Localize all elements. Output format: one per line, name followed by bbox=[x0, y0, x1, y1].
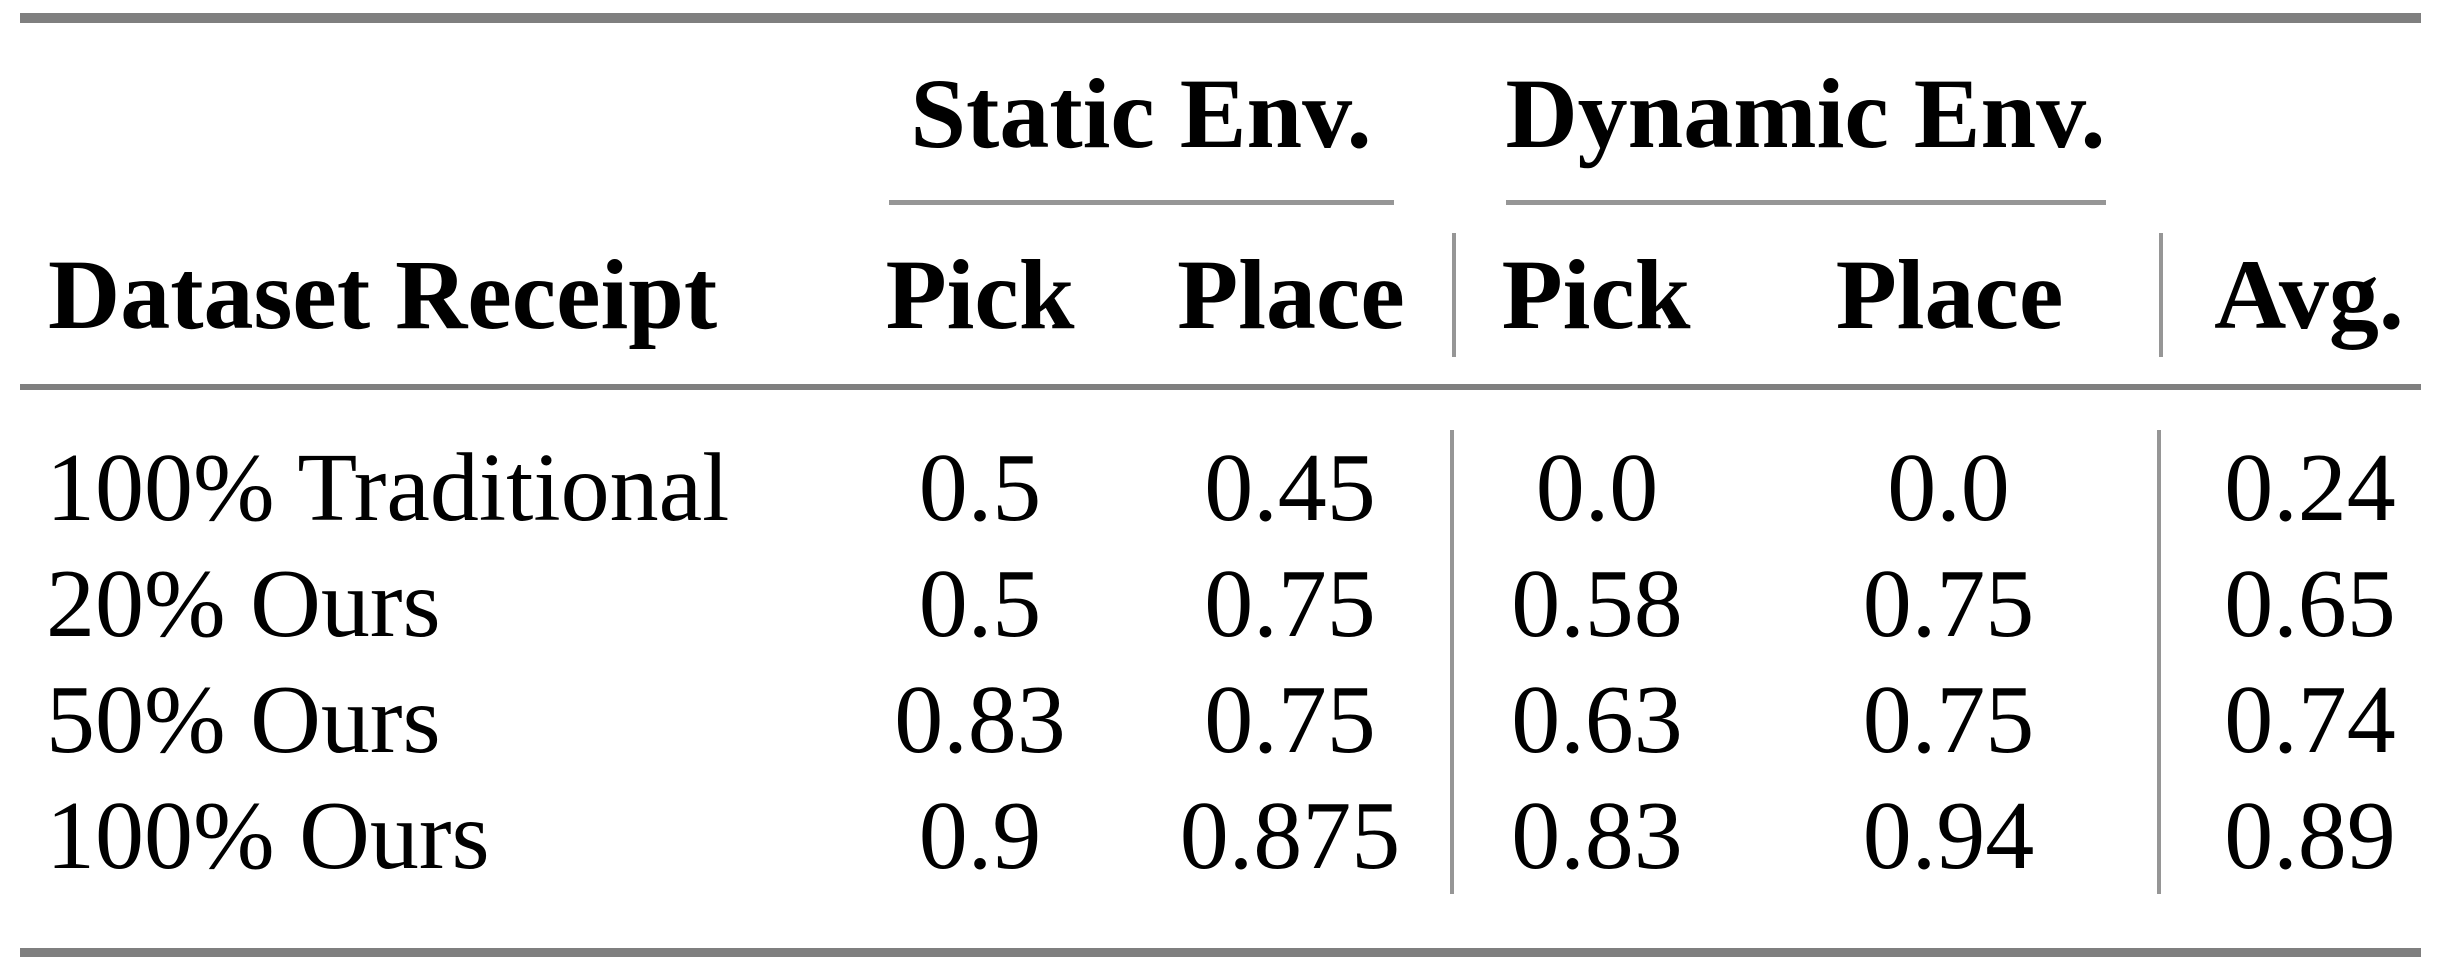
column-header-static-pick: Pick bbox=[830, 205, 1130, 390]
column-header-avg: Avg. bbox=[2159, 205, 2422, 390]
cell-avg: 0.74 bbox=[2157, 662, 2422, 778]
cell-avg: 0.89 bbox=[2157, 778, 2422, 894]
cell-dynamic-pick: 0.0 bbox=[1450, 430, 1740, 546]
row-label: 20% Ours bbox=[46, 550, 441, 658]
column-header-dataset-receipt: Dataset Receipt bbox=[20, 205, 830, 390]
cell-dynamic-pick: 0.83 bbox=[1450, 778, 1740, 894]
column-header-dynamic-pick: Pick bbox=[1452, 205, 1740, 390]
cell-static-place: 0.75 bbox=[1204, 550, 1376, 658]
cell-static-pick: 0.5 bbox=[918, 434, 1042, 542]
table-bottom-rule bbox=[20, 948, 2421, 957]
body-bottom-spacer bbox=[20, 894, 2421, 948]
cell-static-place: 0.75 bbox=[1204, 666, 1376, 774]
dynamic-env-cmidrule bbox=[1505, 200, 2106, 205]
table-row: 100% Ours 0.9 0.875 0.83 0.94 0.89 bbox=[20, 778, 2422, 894]
table-row: 20% Ours 0.5 0.75 0.58 0.75 0.65 bbox=[20, 546, 2422, 662]
table-top-rule bbox=[20, 13, 2421, 23]
static-env-label: Static Env. bbox=[910, 58, 1372, 169]
body-top-spacer bbox=[20, 387, 2421, 430]
group-header-dynamic: Dynamic Env. bbox=[1452, 23, 2159, 205]
dynamic-env-label: Dynamic Env. bbox=[1505, 58, 2106, 169]
group-header-spacer bbox=[20, 23, 830, 205]
row-label: 100% Traditional bbox=[46, 434, 730, 542]
cell-dynamic-pick: 0.63 bbox=[1450, 662, 1740, 778]
column-header-static-place: Place bbox=[1130, 205, 1452, 390]
group-header-spacer bbox=[2159, 23, 2421, 205]
cell-dynamic-pick: 0.58 bbox=[1450, 546, 1740, 662]
column-header-row: Dataset Receipt Pick Place Pick Place Av… bbox=[20, 205, 2422, 390]
cell-static-place: 0.45 bbox=[1204, 434, 1376, 542]
cell-avg: 0.24 bbox=[2157, 430, 2422, 546]
cell-avg: 0.65 bbox=[2157, 546, 2422, 662]
group-header-row: Static Env. Dynamic Env. bbox=[20, 23, 2421, 205]
cell-dynamic-place: 0.0 bbox=[1887, 434, 2010, 542]
cell-dynamic-place: 0.75 bbox=[1862, 550, 2035, 658]
cell-static-pick: 0.83 bbox=[894, 666, 1066, 774]
cell-dynamic-place: 0.94 bbox=[1862, 782, 2035, 890]
cell-static-place: 0.875 bbox=[1179, 782, 1401, 890]
cell-static-pick: 0.9 bbox=[918, 782, 1042, 890]
cell-static-pick: 0.5 bbox=[918, 550, 1042, 658]
static-env-cmidrule bbox=[888, 200, 1394, 205]
row-label: 100% Ours bbox=[46, 782, 490, 890]
cell-dynamic-place: 0.75 bbox=[1862, 666, 2035, 774]
group-header-static: Static Env. bbox=[830, 23, 1452, 205]
row-label: 50% Ours bbox=[46, 666, 441, 774]
table-row: 100% Traditional 0.5 0.45 0.0 0.0 0.24 bbox=[20, 430, 2422, 546]
results-table: Static Env. Dynamic Env. Dataset Receipt… bbox=[20, 23, 2422, 948]
table-row: 50% Ours 0.83 0.75 0.63 0.75 0.74 bbox=[20, 662, 2422, 778]
column-header-dynamic-place: Place bbox=[1740, 205, 2160, 390]
